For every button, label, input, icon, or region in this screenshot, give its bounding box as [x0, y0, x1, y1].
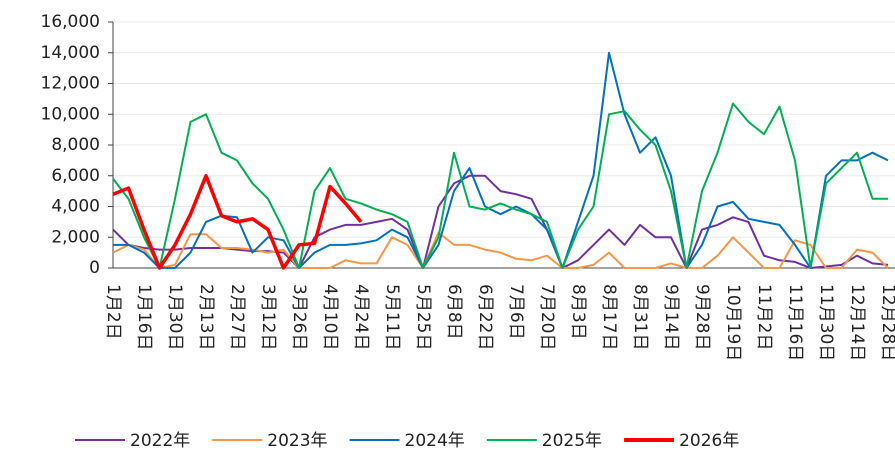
x-tick-label: 1月16日	[134, 284, 154, 350]
x-tick-label: 4月24日	[351, 284, 371, 350]
x-tick-label: 11月16日	[785, 284, 805, 361]
x-tick-label: 3月12日	[258, 284, 278, 350]
x-tick-label: 1月2日	[103, 284, 123, 340]
x-tick-label: 2月27日	[227, 284, 247, 350]
x-tick-label: 12月14日	[847, 284, 867, 361]
x-tick-label: 9月14日	[661, 284, 681, 350]
x-tick-label: 5月25日	[413, 284, 433, 350]
x-tick-label: 8月17日	[599, 284, 619, 350]
series-line	[112, 174, 889, 269]
y-tick-label: 0	[89, 258, 100, 278]
x-tick-label: 5月11日	[382, 284, 402, 350]
x-tick-label: 6月8日	[444, 284, 464, 340]
x-tick-label: 12月28日	[878, 284, 895, 361]
x-tick-label: 4月10日	[320, 284, 340, 350]
series-line	[113, 51, 889, 269]
series-line	[112, 102, 888, 269]
legend-label: 2026年	[679, 431, 739, 451]
y-tick-label: 16,000	[41, 12, 100, 32]
y-tick-label: 6,000	[51, 166, 100, 186]
x-tick-label: 7月6日	[506, 284, 526, 340]
y-tick-label: 10,000	[41, 104, 100, 124]
x-tick-label: 8月3日	[568, 284, 588, 340]
x-tick-label: 1月30日	[165, 284, 185, 350]
x-tick-label: 11月30日	[816, 284, 836, 361]
legend-label: 2025年	[542, 431, 602, 451]
legend-label: 2024年	[405, 431, 465, 451]
legend-label: 2023年	[267, 431, 327, 451]
x-tick-label: 7月20日	[537, 284, 557, 350]
y-tick-label: 2,000	[51, 227, 100, 247]
series-line	[112, 231, 889, 269]
legend-label: 2022年	[130, 431, 190, 451]
y-tick-label: 8,000	[51, 135, 100, 155]
x-tick-label: 9月28日	[692, 284, 712, 350]
y-tick-label: 4,000	[51, 197, 100, 217]
y-tick-label: 14,000	[41, 43, 100, 63]
x-tick-label: 10月19日	[723, 284, 743, 361]
x-tick-label: 2月13日	[196, 284, 216, 350]
y-tick-label: 12,000	[41, 74, 100, 94]
x-tick-label: 11月2日	[754, 284, 774, 350]
series-line	[112, 174, 363, 270]
x-tick-label: 3月26日	[289, 284, 309, 350]
x-tick-label: 8月31日	[630, 284, 650, 350]
x-tick-label: 6月22日	[475, 284, 495, 350]
